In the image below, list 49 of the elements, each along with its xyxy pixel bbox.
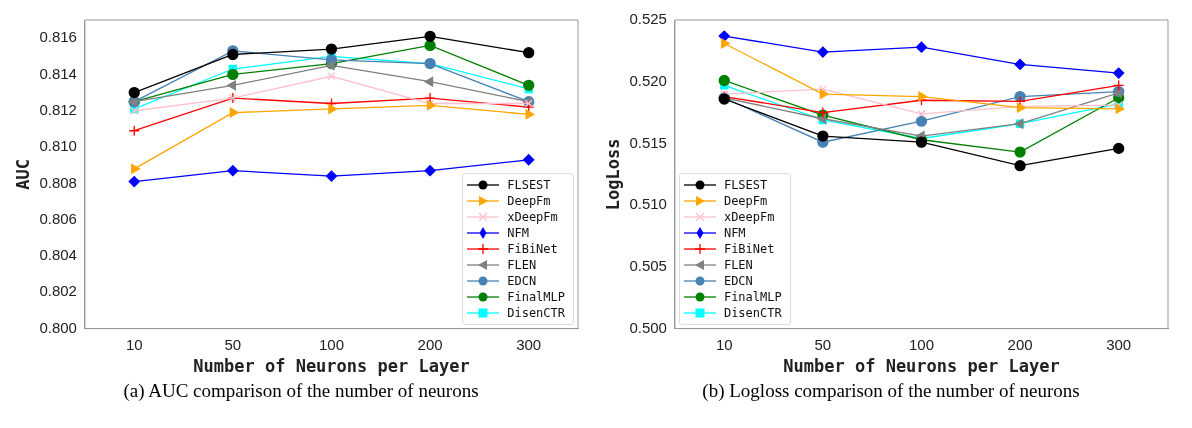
legend-label: DisenCTR [723,305,782,320]
legend-label: FLSEST [507,177,551,192]
legend-label: DisenCTR [507,305,565,320]
y-tick-label: 0.510 [629,195,667,213]
x-tick-label: 100 [908,335,934,353]
x-tick-label: 50 [224,335,242,353]
legend-label: EDCN [723,273,753,288]
legend-label: DeepFm [723,193,768,208]
legend-label: DeepFm [507,193,551,208]
y-tick-label: 0.808 [39,173,77,191]
y-axis-title: AUC [12,158,33,190]
legend-label: NFM [723,225,746,240]
x-tick-label: 300 [516,335,542,353]
y-tick-label: 0.520 [629,71,667,89]
legend-label: FinalMLP [723,289,782,304]
y-tick-label: 0.814 [39,64,77,82]
x-tick-label: 10 [715,335,733,353]
legend-label: EDCN [507,273,537,288]
x-axis-title: Number of Neurons per Layer [193,356,470,377]
legend-label: FLEN [507,257,537,272]
y-tick-label: 0.800 [39,318,77,336]
y-tick-label: 0.806 [39,209,77,227]
y-axis-title: LogLoss [602,138,623,211]
text: (a) AUC comparison of the number of neurons [123,380,479,402]
y-tick-label: 0.515 [629,133,667,151]
x-tick-label: 300 [1106,335,1132,353]
y-tick-label: 0.810 [39,137,77,155]
x-tick-label: 10 [125,335,143,353]
legend-label: NFM [507,225,529,240]
y-tick-label: 0.802 [39,282,77,300]
legend-label: xDeepFm [723,209,775,224]
x-tick-label: 200 [1007,335,1033,353]
x-axis-title: Number of Neurons per Layer [783,356,1060,377]
legend-label: FLEN [723,257,753,272]
x-tick-label: 100 [318,335,344,353]
text: (b) Logloss comparison of the number of neurons [702,380,1080,402]
x-tick-label: 50 [814,335,832,353]
legend-label: FiBiNet [723,241,775,256]
x-tick-label: 200 [417,335,443,353]
y-tick-label: 0.816 [39,28,77,46]
y-tick-label: 0.812 [39,100,77,118]
y-tick-label: 0.525 [629,10,667,28]
y-tick-label: 0.804 [39,246,77,264]
legend-label: FiBiNet [507,241,558,256]
legend-label: xDeepFm [507,209,558,224]
y-tick-label: 0.500 [629,318,667,336]
legend-label: FinalMLP [507,289,565,304]
legend-label: FLSEST [723,177,768,192]
y-tick-label: 0.505 [629,257,667,275]
